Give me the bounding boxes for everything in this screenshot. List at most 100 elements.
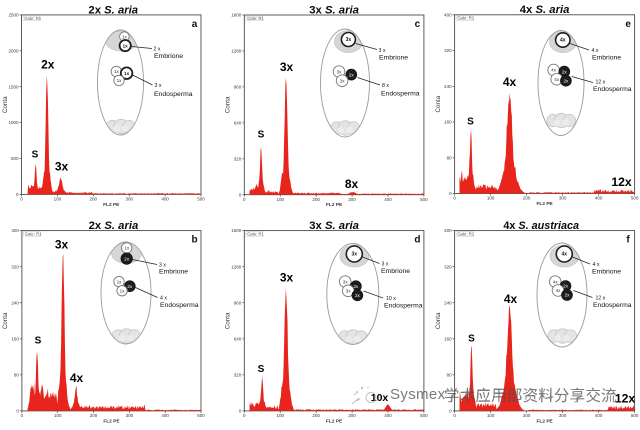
svg-text:FL2 PE: FL2 PE	[103, 202, 120, 208]
svg-text:4x: 4x	[554, 77, 560, 82]
svg-text:2x: 2x	[127, 284, 133, 289]
svg-text:FL2 PE: FL2 PE	[103, 418, 120, 424]
svg-text:4x: 4x	[503, 75, 517, 89]
svg-text:Embrione: Embrione	[592, 54, 621, 61]
svg-text:4x: 4x	[504, 292, 518, 306]
svg-text:12 x: 12 x	[596, 80, 606, 86]
svg-text:80: 80	[14, 372, 20, 377]
svg-text:3x: 3x	[346, 37, 352, 43]
svg-text:0: 0	[20, 197, 23, 202]
svg-text:S: S	[468, 334, 475, 345]
svg-text:S: S	[258, 364, 265, 375]
svg-text:300: 300	[559, 413, 567, 418]
svg-text:3x: 3x	[55, 238, 69, 252]
svg-text:400: 400	[384, 413, 392, 418]
svg-text:S: S	[467, 117, 474, 128]
svg-text:4x S. austriaca: 4x S. austriaca	[503, 220, 579, 232]
svg-text:Sysmex: Sysmex	[390, 386, 446, 403]
svg-text:4x: 4x	[551, 68, 557, 73]
svg-text:400: 400	[11, 228, 19, 233]
svg-text:12x: 12x	[611, 175, 632, 189]
svg-text:2x: 2x	[353, 284, 359, 289]
svg-text:200: 200	[312, 413, 320, 418]
svg-text:320: 320	[234, 156, 242, 161]
svg-text:Gate: R1: Gate: R1	[24, 16, 41, 21]
svg-text:4x: 4x	[556, 288, 562, 293]
svg-text:2x: 2x	[563, 284, 569, 289]
svg-text:4x: 4x	[562, 252, 568, 258]
svg-text:2x: 2x	[355, 293, 361, 298]
svg-text:3x: 3x	[55, 160, 69, 174]
svg-text:8 x: 8 x	[382, 83, 389, 89]
svg-text:Gate: R1: Gate: R1	[457, 232, 474, 237]
svg-text:0: 0	[16, 192, 19, 197]
svg-text:Endosperma: Endosperma	[384, 302, 423, 309]
svg-text:3x S. aria: 3x S. aria	[309, 4, 359, 16]
svg-text:100: 100	[54, 197, 62, 202]
svg-text:4 x: 4 x	[592, 48, 599, 54]
svg-text:Conta: Conta	[225, 312, 232, 329]
svg-text:400: 400	[595, 196, 603, 201]
svg-text:2x: 2x	[562, 69, 568, 74]
svg-text:3x: 3x	[337, 69, 343, 74]
svg-text:300: 300	[559, 196, 567, 201]
svg-text:1x: 1x	[122, 34, 128, 39]
svg-text:200: 200	[523, 413, 531, 418]
svg-text:240: 240	[444, 300, 452, 305]
svg-text:2 x: 2 x	[154, 47, 161, 53]
svg-text:300: 300	[126, 413, 134, 418]
svg-text:100: 100	[54, 413, 62, 418]
svg-text:300: 300	[348, 413, 356, 418]
svg-text:Gate: R1: Gate: R1	[247, 232, 264, 237]
svg-text:Conta: Conta	[435, 312, 442, 329]
svg-text:Embrione: Embrione	[592, 268, 621, 275]
svg-text:4x S. aria: 4x S. aria	[520, 4, 570, 16]
svg-text:Conta: Conta	[2, 312, 9, 329]
svg-text:d: d	[414, 235, 420, 246]
svg-text:4x: 4x	[560, 38, 566, 44]
svg-text:Embrione: Embrione	[381, 268, 410, 275]
svg-text:0: 0	[453, 413, 456, 418]
svg-text:500: 500	[197, 413, 205, 418]
svg-text:300: 300	[348, 197, 356, 202]
svg-text:500: 500	[631, 413, 639, 418]
svg-text:FL2 PE: FL2 PE	[326, 202, 343, 208]
svg-text:3 x: 3 x	[382, 262, 389, 268]
svg-text:0: 0	[453, 196, 456, 201]
svg-text:100: 100	[276, 197, 284, 202]
svg-text:0: 0	[239, 409, 242, 414]
svg-text:Embrione: Embrione	[379, 55, 408, 62]
svg-text:1x: 1x	[120, 289, 126, 294]
svg-text:320: 320	[444, 48, 452, 53]
svg-text:2500: 2500	[8, 13, 19, 18]
svg-text:0: 0	[21, 413, 24, 418]
svg-text:240: 240	[444, 84, 452, 89]
svg-text:Embrione: Embrione	[154, 53, 183, 60]
svg-text:3x: 3x	[280, 271, 294, 285]
svg-text:960: 960	[234, 300, 242, 305]
svg-text:Embrione: Embrione	[159, 268, 188, 275]
svg-text:400: 400	[161, 197, 169, 202]
svg-text:100: 100	[487, 196, 495, 201]
svg-text:500: 500	[420, 413, 428, 418]
svg-text:640: 640	[234, 120, 242, 125]
svg-text:e: e	[625, 19, 631, 30]
svg-text:FL2 PE: FL2 PE	[536, 418, 553, 424]
svg-text:b: b	[191, 235, 197, 246]
svg-text:200: 200	[90, 413, 98, 418]
svg-text:2x: 2x	[124, 256, 130, 261]
svg-text:80: 80	[447, 372, 453, 377]
svg-text:1600: 1600	[231, 228, 242, 233]
svg-text:80: 80	[447, 155, 453, 160]
svg-text:0: 0	[449, 191, 452, 196]
svg-text:2x S. aria: 2x S. aria	[88, 4, 138, 16]
svg-text:3x: 3x	[280, 60, 294, 74]
svg-text:0: 0	[239, 192, 242, 197]
svg-text:Conta: Conta	[435, 95, 442, 112]
svg-text:S: S	[258, 130, 265, 141]
svg-text:500: 500	[11, 156, 19, 161]
svg-text:1x: 1x	[117, 78, 123, 83]
svg-text:1000: 1000	[8, 120, 19, 125]
svg-text:1x: 1x	[123, 43, 129, 48]
svg-text:2x: 2x	[565, 293, 571, 298]
